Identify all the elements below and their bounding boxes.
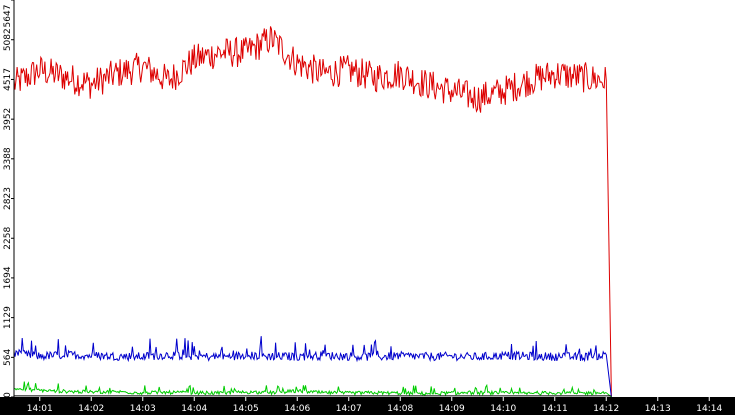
y-tick-label: 564 [3, 348, 13, 365]
x-tick-label: 14:12 [593, 404, 619, 414]
x-tick-label: 14:09 [439, 404, 465, 414]
y-tick-label: 1129 [3, 306, 13, 329]
x-tick-label: 14:07 [336, 404, 362, 414]
series-line-1 [13, 336, 612, 398]
series-0 [13, 26, 612, 398]
y-tick-label: 1694 [3, 266, 13, 289]
x-tick-label: 14:06 [284, 404, 310, 414]
y-tick-label: 0 [3, 392, 13, 398]
x-tick-label: 14:05 [233, 404, 259, 414]
x-tick-label: 14:03 [130, 404, 156, 414]
series-layer [13, 26, 612, 398]
x-tick-label: 14:11 [542, 404, 568, 414]
series-2 [13, 381, 612, 398]
y-tick-label: 2823 [3, 187, 13, 210]
x-tick-label: 14:02 [78, 404, 104, 414]
x-tick-label: 14:08 [387, 404, 413, 414]
x-axis-band [0, 397, 735, 415]
y-tick-label: 2258 [3, 227, 13, 250]
x-tick-label: 14:01 [27, 404, 53, 414]
y-tick-label: 3388 [3, 147, 13, 170]
y-tick-label: 3952 [3, 108, 13, 131]
series-1 [13, 336, 612, 398]
x-tick-label: 14:14 [696, 404, 722, 414]
y-tick-label: 5647 [3, 5, 13, 28]
series-line-0 [13, 26, 612, 398]
y-tick-label: 4517 [3, 68, 13, 91]
x-tick-label: 14:04 [181, 404, 207, 414]
x-tick-label: 14:10 [490, 404, 516, 414]
x-tick-label: 14:13 [645, 404, 671, 414]
series-line-2 [13, 381, 612, 398]
y-tick-label: 5082 [3, 28, 13, 51]
